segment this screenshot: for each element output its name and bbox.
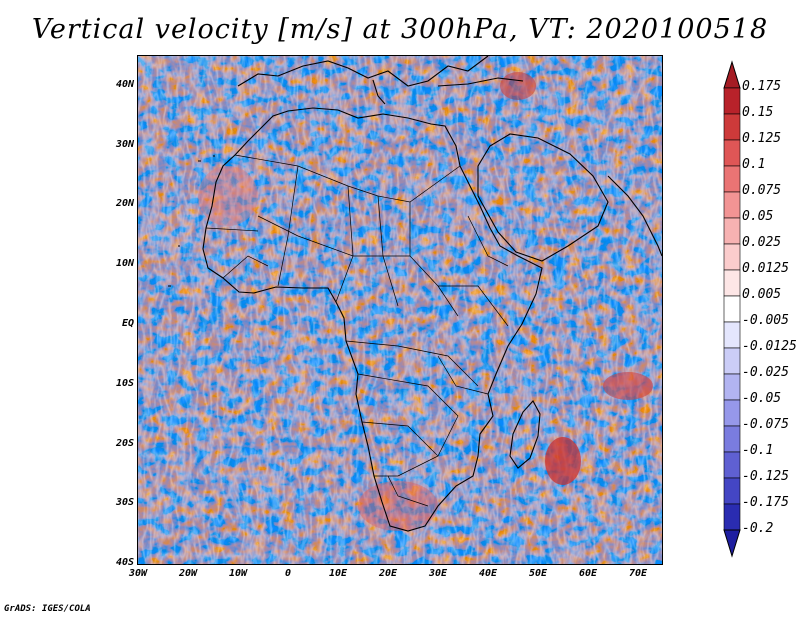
colorbar-swatch [723, 217, 741, 245]
colorbar-label: 0.075 [742, 183, 782, 198]
coastlines [168, 56, 662, 532]
red-core-southwest-indian [545, 437, 581, 485]
colorbar-bottom-arrow [723, 529, 741, 558]
colorbar-label: 0.175 [742, 79, 782, 94]
colorbar-label: 0.0125 [742, 261, 789, 276]
colorbar-label: 0.005 [742, 287, 782, 302]
colorbar-swatch [723, 477, 741, 505]
colorbar-swatch [723, 425, 741, 453]
colorbar-label: 0.15 [742, 105, 774, 120]
colorbar-label: 0.1 [742, 157, 766, 172]
colorbar-label: -0.005 [742, 313, 789, 328]
lon-label-10W: 10W [228, 568, 248, 579]
colorbar-swatch [723, 503, 741, 531]
colorbar [723, 60, 741, 558]
lat-label-30S: 30S [115, 497, 134, 508]
lat-label-20N: 20N [115, 198, 134, 209]
lat-label-EQ: EQ [121, 318, 134, 329]
colorbar-label: -0.05 [742, 391, 782, 406]
lon-label-0: 0 [284, 568, 292, 579]
colorbar-label: -0.125 [742, 469, 789, 484]
lat-label-10S: 10S [115, 378, 134, 389]
red-area-middle-east [500, 72, 536, 100]
colorbar-label: 0.025 [742, 235, 782, 250]
lon-label-20W: 20W [178, 568, 198, 579]
lat-label-40S: 40S [115, 557, 134, 568]
colorbar-label: -0.175 [742, 495, 789, 510]
lon-label-20E: 20E [378, 568, 398, 579]
colorbar-label: 0.125 [742, 131, 782, 146]
colorbar-label: -0.025 [742, 365, 789, 380]
colorbar-label: 0.05 [742, 209, 774, 224]
plot-title: Vertical velocity [m/s] at 300hPa, VT: 2… [31, 14, 769, 45]
lat-label-30N: 30N [115, 139, 134, 150]
lon-label-30E: 30E [428, 568, 448, 579]
colorbar-swatch [723, 87, 741, 115]
lon-label-60E: 60E [578, 568, 598, 579]
colorbar-swatch [723, 113, 741, 141]
lon-label-50E: 50E [528, 568, 548, 579]
red-area-west-africa [198, 166, 258, 226]
lat-label-40N: 40N [115, 79, 134, 90]
colorbar-label: -0.2 [742, 521, 774, 536]
colorbar-top-arrow [723, 60, 741, 89]
colorbar-swatch [723, 243, 741, 271]
colorbar-swatch [723, 347, 741, 375]
lon-label-30W: 30W [128, 568, 148, 579]
colorbar-swatch [723, 139, 741, 167]
map-panel [137, 55, 663, 565]
lat-label-20S: 20S [115, 438, 134, 449]
colorbar-swatch [723, 321, 741, 349]
vertical-velocity-field [138, 56, 662, 564]
colorbar-swatch [723, 451, 741, 479]
colorbar-swatch [723, 165, 741, 193]
country-borders [205, 154, 509, 507]
colorbar-label: -0.075 [742, 417, 789, 432]
grads-credit: GrADS: IGES/COLA [4, 604, 91, 614]
lon-label-70E: 70E [628, 568, 648, 579]
colorbar-label: -0.1 [742, 443, 774, 458]
colorbar-swatch [723, 269, 741, 297]
red-area-south-africa [358, 481, 438, 531]
colorbar-label: -0.0125 [742, 339, 797, 354]
colorbar-swatch [723, 373, 741, 401]
colorbar-swatch [723, 399, 741, 427]
colorbar-swatch [723, 295, 741, 323]
lat-label-10N: 10N [115, 258, 134, 269]
lon-label-40E: 40E [478, 568, 498, 579]
red-band-indian-ocean [603, 372, 653, 400]
colorbar-swatch [723, 191, 741, 219]
lon-label-10E: 10E [328, 568, 348, 579]
